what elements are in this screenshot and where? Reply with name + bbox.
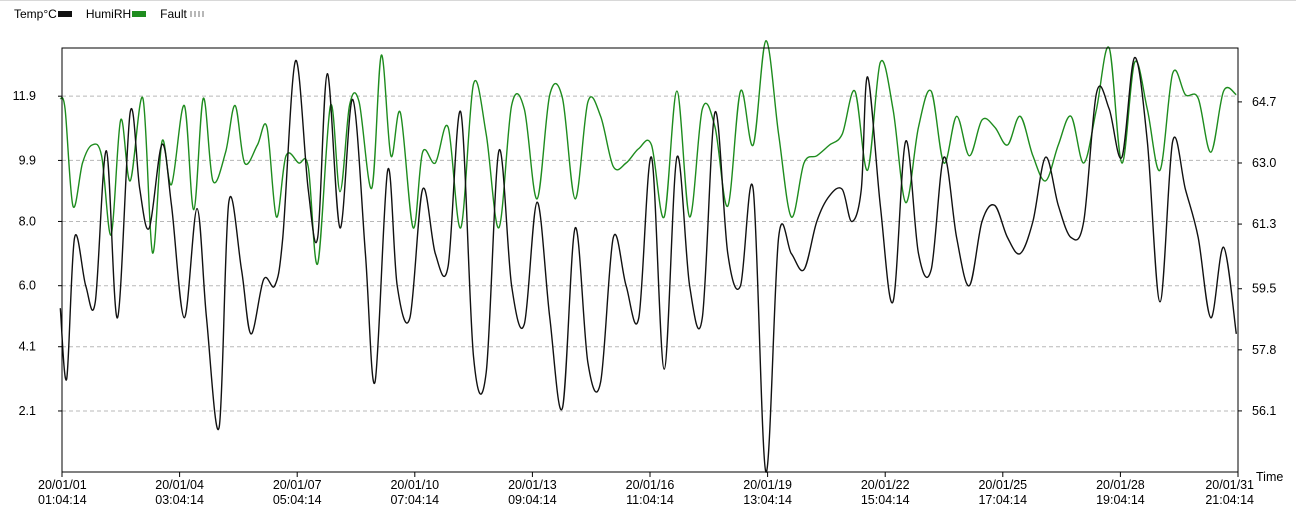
x-tick-date: 20/01/10 — [390, 478, 439, 492]
x-tick-date: 20/01/19 — [743, 478, 792, 492]
legend-humi-label: HumiRH — [85, 7, 132, 21]
right-tick-label: 57.8 — [1252, 343, 1276, 357]
top-border — [0, 0, 1296, 1]
x-tick-time: 01:04:14 — [38, 493, 87, 507]
left-tick-label: 9.9 — [19, 153, 36, 167]
temp-series-line — [59, 56, 1237, 473]
x-tick-date: 20/01/04 — [155, 478, 204, 492]
x-tick-time: 05:04:14 — [273, 493, 322, 507]
x-tick-time: 09:04:14 — [508, 493, 557, 507]
x-tick-time: 21:04:14 — [1205, 493, 1254, 507]
grid-lines — [62, 95, 1238, 412]
right-tick-label: 63.0 — [1252, 156, 1276, 170]
x-axis-label: Time — [1256, 470, 1283, 484]
legend-fault-swatch — [189, 11, 204, 17]
left-tick-label: 4.1 — [19, 340, 36, 354]
legend-temp-label: Temp°C — [14, 7, 57, 21]
x-tick-time: 17:04:14 — [978, 493, 1027, 507]
x-tick-date: 20/01/13 — [508, 478, 557, 492]
left-tick-label: 11.9 — [13, 89, 36, 103]
plot-area-frame — [61, 47, 1239, 473]
left-tick-label: 6.0 — [19, 279, 36, 293]
x-tick-date: 20/01/31 — [1205, 478, 1254, 492]
x-tick-date: 20/01/28 — [1096, 478, 1145, 492]
left-tick-label: 8.0 — [19, 214, 36, 228]
right-tick-label: 59.5 — [1252, 282, 1276, 296]
right-tick-label: 64.7 — [1252, 95, 1276, 109]
legend-humi-swatch — [132, 11, 147, 17]
legend-item-temp[interactable]: Temp°C — [14, 7, 72, 21]
left-axis-ticks: 2.1 4.1 6.0 8.0 9.9 11.9 — [13, 89, 62, 418]
right-tick-label: 56.1 — [1252, 404, 1276, 418]
x-tick-time: 19:04:14 — [1096, 493, 1145, 507]
x-tick-date: 20/01/16 — [626, 478, 675, 492]
legend-fault-label: Fault — [160, 7, 187, 21]
x-tick-time: 07:04:14 — [390, 493, 439, 507]
legend-item-fault[interactable]: Fault — [160, 7, 204, 21]
left-tick-label: 2.1 — [19, 404, 36, 418]
x-tick-time: 13:04:14 — [743, 493, 792, 507]
x-tick-date: 20/01/22 — [861, 478, 910, 492]
humi-series-line — [59, 40, 1237, 265]
legend: Temp°C HumiRH Fault — [14, 6, 218, 22]
legend-temp-swatch — [57, 11, 72, 17]
x-tick-date: 20/01/07 — [273, 478, 322, 492]
x-tick-time: 11:04:14 — [626, 493, 674, 507]
x-tick-date: 20/01/25 — [978, 478, 1027, 492]
x-tick-time: 15:04:14 — [861, 493, 910, 507]
right-tick-label: 61.3 — [1252, 217, 1276, 231]
x-tick-time: 03:04:14 — [155, 493, 204, 507]
right-axis-ticks: 56.1 57.8 59.5 61.3 63.0 64.7 — [1238, 95, 1276, 418]
x-tick-date: 20/01/01 — [38, 478, 87, 492]
legend-item-humi[interactable]: HumiRH — [85, 7, 147, 21]
